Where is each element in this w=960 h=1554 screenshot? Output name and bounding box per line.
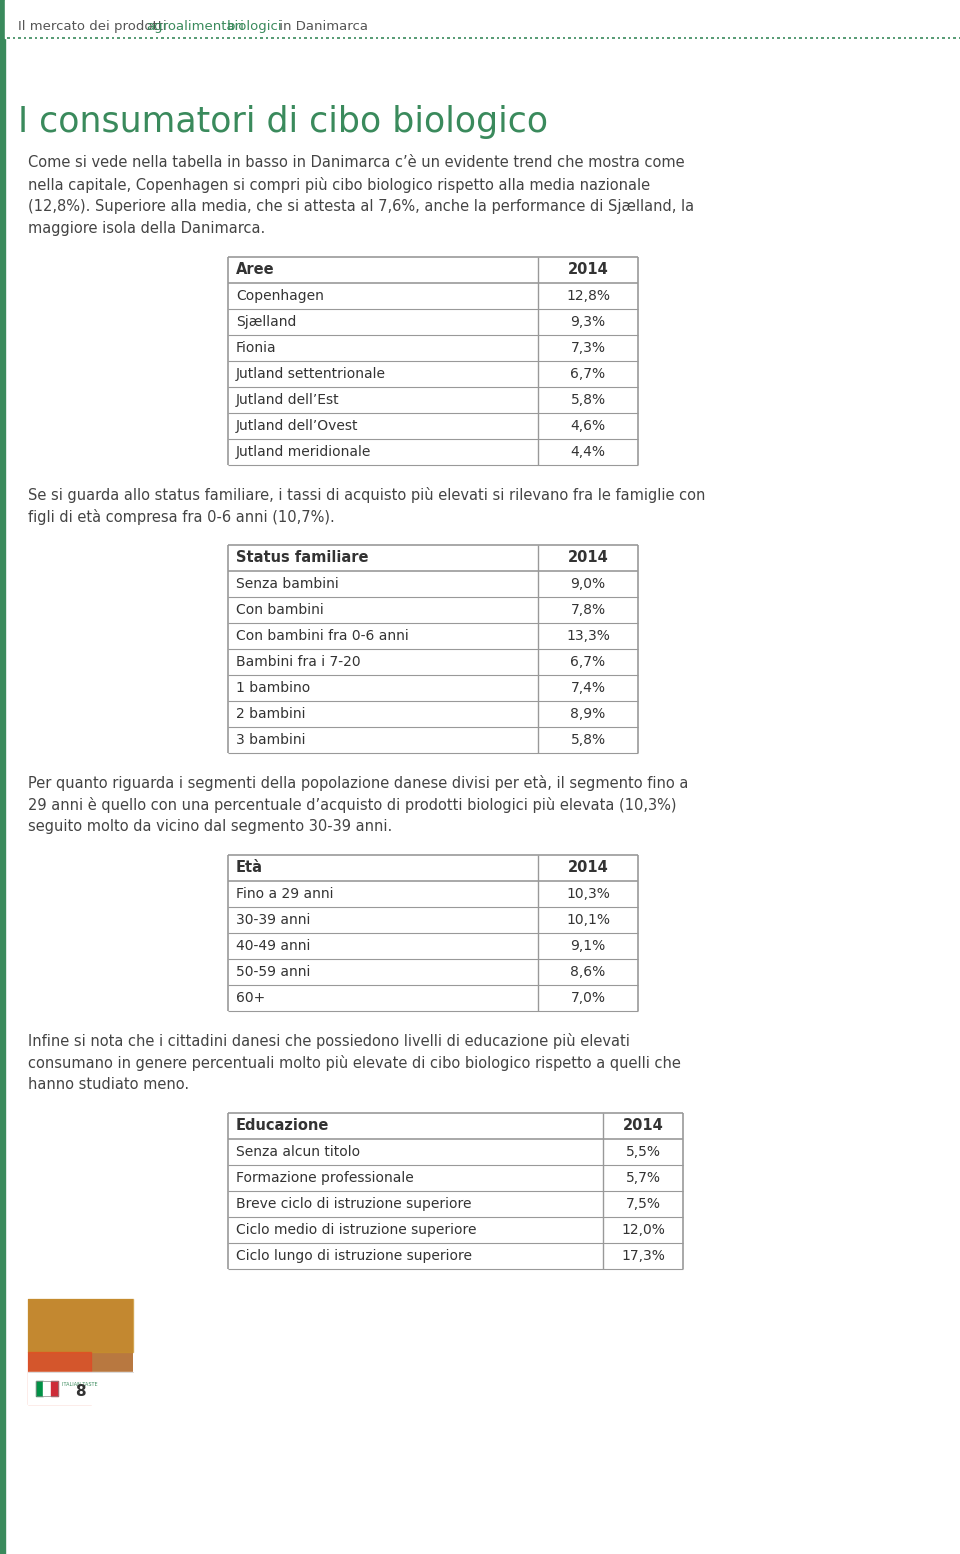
Text: Ciclo medio di istruzione superiore: Ciclo medio di istruzione superiore: [236, 1223, 476, 1237]
Text: 8,6%: 8,6%: [570, 965, 606, 979]
Text: 9,0%: 9,0%: [570, 577, 606, 591]
Text: 40-49 anni: 40-49 anni: [236, 939, 310, 953]
Text: Per quanto riguarda i segmenti della popolazione danese divisi per età, il segme: Per quanto riguarda i segmenti della pop…: [28, 775, 688, 791]
Text: 12,0%: 12,0%: [621, 1223, 665, 1237]
Text: Copenhagen: Copenhagen: [236, 289, 324, 303]
Text: (12,8%). Superiore alla media, che si attesta al 7,6%, anche la performance di S: (12,8%). Superiore alla media, che si at…: [28, 199, 694, 214]
Text: Infine si nota che i cittadini danesi che possiedono livelli di educazione più e: Infine si nota che i cittadini danesi ch…: [28, 1033, 630, 1049]
Text: Sjælland: Sjælland: [236, 315, 297, 329]
Text: 2014: 2014: [567, 550, 609, 566]
Text: 8,9%: 8,9%: [570, 707, 606, 721]
Text: 2014: 2014: [623, 1119, 663, 1133]
Text: Bambini fra i 7-20: Bambini fra i 7-20: [236, 654, 361, 670]
Text: Status familiare: Status familiare: [236, 550, 369, 566]
Text: in Danimarca: in Danimarca: [275, 20, 368, 33]
Text: 8: 8: [75, 1385, 85, 1400]
Text: 10,1%: 10,1%: [566, 914, 610, 928]
Text: Senza alcun titolo: Senza alcun titolo: [236, 1145, 360, 1159]
Text: 17,3%: 17,3%: [621, 1249, 665, 1263]
Text: 50-59 anni: 50-59 anni: [236, 965, 310, 979]
Text: I consumatori di cibo biologico: I consumatori di cibo biologico: [18, 106, 548, 138]
Text: 13,3%: 13,3%: [566, 629, 610, 643]
Text: 5,7%: 5,7%: [626, 1172, 660, 1186]
Text: 9,1%: 9,1%: [570, 939, 606, 953]
Text: hanno studiato meno.: hanno studiato meno.: [28, 1077, 189, 1092]
Text: 60+: 60+: [236, 991, 265, 1005]
Text: 6,7%: 6,7%: [570, 654, 606, 670]
Text: 6,7%: 6,7%: [570, 367, 606, 381]
Text: 5,8%: 5,8%: [570, 733, 606, 747]
Text: 7,4%: 7,4%: [570, 681, 606, 695]
Text: Formazione professionale: Formazione professionale: [236, 1172, 414, 1186]
Text: Jutland settentrionale: Jutland settentrionale: [236, 367, 386, 381]
Text: Educazione: Educazione: [236, 1119, 329, 1133]
Text: Fionia: Fionia: [236, 340, 276, 354]
Text: Jutland dell’Est: Jutland dell’Est: [236, 393, 340, 407]
Text: Come si vede nella tabella in basso in Danimarca c’è un evidente trend che mostr: Come si vede nella tabella in basso in D…: [28, 155, 684, 169]
Text: Breve ciclo di istruzione superiore: Breve ciclo di istruzione superiore: [236, 1197, 471, 1211]
FancyBboxPatch shape: [28, 1299, 133, 1403]
Text: Se si guarda allo status familiare, i tassi di acquisto più elevati si rilevano : Se si guarda allo status familiare, i ta…: [28, 486, 706, 503]
Text: Con bambini: Con bambini: [236, 603, 324, 617]
Text: 7,5%: 7,5%: [626, 1197, 660, 1211]
Text: 7,0%: 7,0%: [570, 991, 606, 1005]
Text: 3 bambini: 3 bambini: [236, 733, 305, 747]
Text: nella capitale, Copenhagen si compri più cibo biologico rispetto alla media nazi: nella capitale, Copenhagen si compri più…: [28, 177, 650, 193]
Text: Jutland dell’Ovest: Jutland dell’Ovest: [236, 420, 358, 434]
Text: 10,3%: 10,3%: [566, 887, 610, 901]
Text: 1 bambino: 1 bambino: [236, 681, 310, 695]
Text: ITALIAN TASTE: ITALIAN TASTE: [62, 1383, 98, 1388]
Text: 5,8%: 5,8%: [570, 393, 606, 407]
Text: 4,4%: 4,4%: [570, 444, 606, 458]
Text: consumano in genere percentuali molto più elevate di cibo biologico rispetto a q: consumano in genere percentuali molto pi…: [28, 1055, 681, 1071]
Text: 5,5%: 5,5%: [626, 1145, 660, 1159]
Text: Età: Età: [236, 861, 263, 875]
Text: Aree: Aree: [236, 263, 275, 278]
Text: Senza bambini: Senza bambini: [236, 577, 339, 591]
Text: agroalimentari: agroalimentari: [146, 20, 244, 33]
Text: 9,3%: 9,3%: [570, 315, 606, 329]
Text: Ciclo lungo di istruzione superiore: Ciclo lungo di istruzione superiore: [236, 1249, 472, 1263]
Text: Il mercato dei prodotti: Il mercato dei prodotti: [18, 20, 171, 33]
Text: seguito molto da vicino dal segmento 30-39 anni.: seguito molto da vicino dal segmento 30-…: [28, 819, 393, 834]
Text: 2014: 2014: [567, 861, 609, 875]
Text: biologici: biologici: [227, 20, 282, 33]
Text: 30-39 anni: 30-39 anni: [236, 914, 310, 928]
Text: 12,8%: 12,8%: [566, 289, 610, 303]
Text: 7,3%: 7,3%: [570, 340, 606, 354]
Text: 4,6%: 4,6%: [570, 420, 606, 434]
Text: Fino a 29 anni: Fino a 29 anni: [236, 887, 333, 901]
Text: maggiore isola della Danimarca.: maggiore isola della Danimarca.: [28, 221, 265, 236]
Text: figli di età compresa fra 0-6 anni (10,7%).: figli di età compresa fra 0-6 anni (10,7…: [28, 510, 335, 525]
Text: 2014: 2014: [567, 263, 609, 278]
Text: Jutland meridionale: Jutland meridionale: [236, 444, 372, 458]
Text: 7,8%: 7,8%: [570, 603, 606, 617]
Text: 2 bambini: 2 bambini: [236, 707, 305, 721]
Text: 29 anni è quello con una percentuale d’acquisto di prodotti biologici più elevat: 29 anni è quello con una percentuale d’a…: [28, 797, 677, 813]
Text: Con bambini fra 0-6 anni: Con bambini fra 0-6 anni: [236, 629, 409, 643]
